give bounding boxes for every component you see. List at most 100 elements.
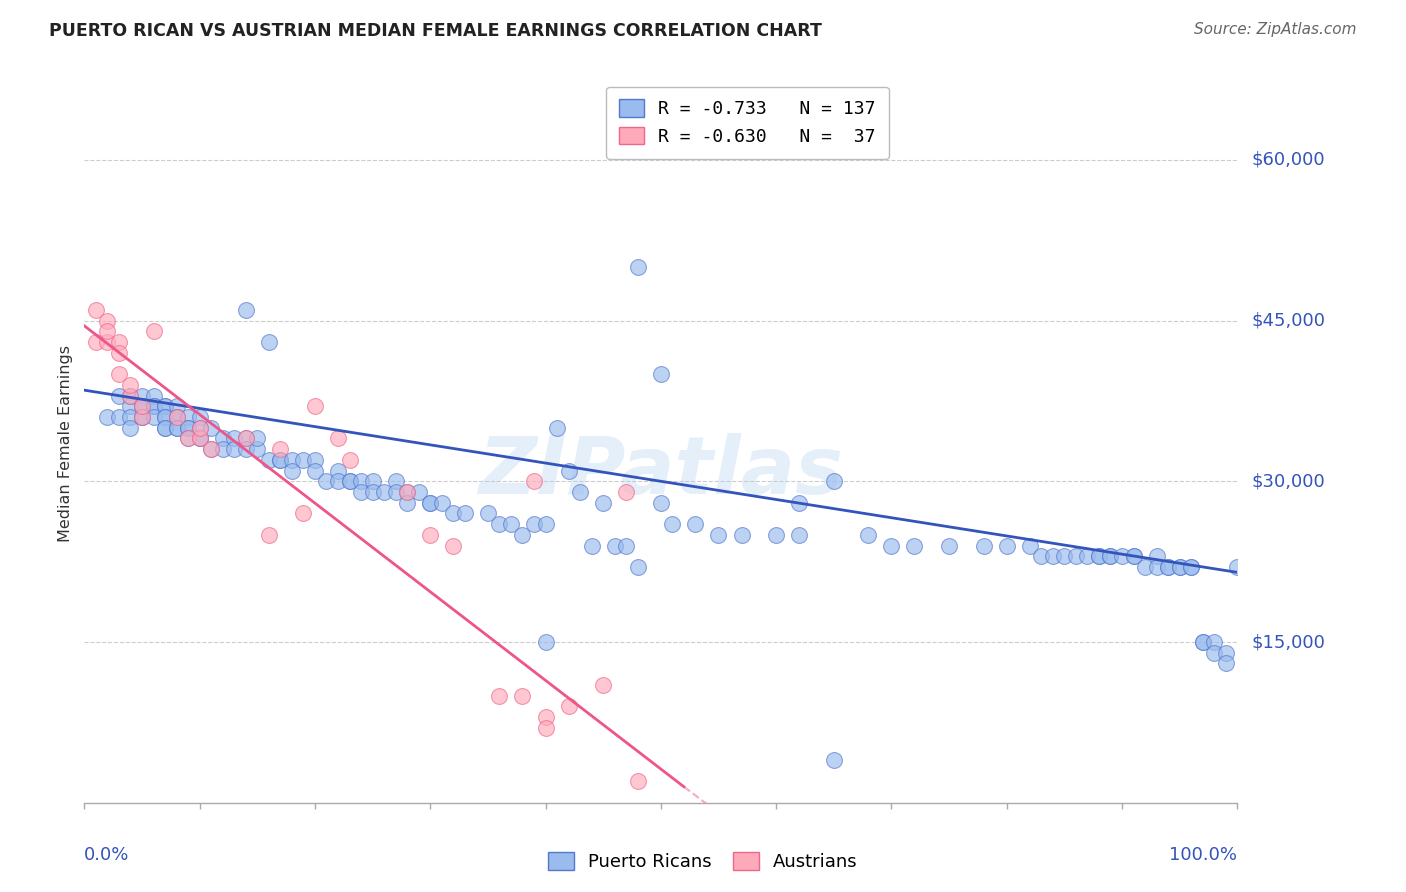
- Point: [1064, 549, 1087, 564]
- Point: [419, 496, 441, 510]
- Point: [1168, 560, 1191, 574]
- Point: [188, 431, 211, 445]
- Point: [120, 409, 142, 424]
- Point: [661, 517, 683, 532]
- Point: [1180, 560, 1202, 574]
- Point: [315, 475, 337, 489]
- Point: [557, 699, 579, 714]
- Point: [1204, 646, 1226, 660]
- Point: [419, 528, 441, 542]
- Point: [96, 313, 118, 327]
- Point: [1099, 549, 1122, 564]
- Point: [257, 528, 280, 542]
- Point: [650, 367, 672, 381]
- Point: [188, 409, 211, 424]
- Point: [373, 485, 395, 500]
- Point: [1053, 549, 1076, 564]
- Point: [995, 539, 1018, 553]
- Point: [142, 388, 165, 402]
- Point: [1111, 549, 1133, 564]
- Point: [211, 442, 233, 457]
- Point: [384, 475, 406, 489]
- Point: [84, 302, 107, 317]
- Point: [1191, 635, 1213, 649]
- Point: [973, 539, 995, 553]
- Point: [224, 431, 246, 445]
- Point: [1215, 646, 1237, 660]
- Point: [257, 334, 280, 349]
- Point: [1088, 549, 1111, 564]
- Point: [224, 442, 246, 457]
- Point: [858, 528, 880, 542]
- Point: [246, 431, 269, 445]
- Point: [177, 431, 200, 445]
- Point: [880, 539, 903, 553]
- Point: [592, 496, 614, 510]
- Point: [188, 431, 211, 445]
- Point: [166, 409, 188, 424]
- Point: [84, 334, 107, 349]
- Point: [1157, 560, 1180, 574]
- Point: [557, 464, 579, 478]
- Point: [153, 409, 176, 424]
- Point: [546, 420, 568, 434]
- Text: PUERTO RICAN VS AUSTRIAN MEDIAN FEMALE EARNINGS CORRELATION CHART: PUERTO RICAN VS AUSTRIAN MEDIAN FEMALE E…: [49, 22, 823, 40]
- Point: [339, 475, 361, 489]
- Point: [200, 420, 222, 434]
- Point: [120, 388, 142, 402]
- Point: [131, 399, 153, 413]
- Point: [707, 528, 730, 542]
- Point: [166, 399, 188, 413]
- Point: [96, 334, 118, 349]
- Point: [108, 409, 131, 424]
- Point: [177, 409, 200, 424]
- Text: 100.0%: 100.0%: [1170, 846, 1237, 863]
- Point: [96, 409, 118, 424]
- Point: [396, 485, 419, 500]
- Point: [1133, 560, 1156, 574]
- Point: [454, 507, 477, 521]
- Point: [339, 475, 361, 489]
- Point: [326, 464, 349, 478]
- Text: Source: ZipAtlas.com: Source: ZipAtlas.com: [1194, 22, 1357, 37]
- Point: [523, 517, 546, 532]
- Point: [408, 485, 430, 500]
- Point: [281, 464, 304, 478]
- Point: [1076, 549, 1098, 564]
- Point: [235, 302, 257, 317]
- Point: [1226, 560, 1249, 574]
- Point: [614, 539, 637, 553]
- Point: [488, 689, 510, 703]
- Point: [246, 442, 269, 457]
- Point: [1180, 560, 1202, 574]
- Point: [650, 496, 672, 510]
- Point: [326, 475, 349, 489]
- Point: [361, 475, 384, 489]
- Point: [235, 431, 257, 445]
- Point: [235, 442, 257, 457]
- Point: [120, 377, 142, 392]
- Point: [166, 409, 188, 424]
- Point: [396, 485, 419, 500]
- Point: [603, 539, 626, 553]
- Point: [534, 710, 557, 724]
- Point: [304, 399, 326, 413]
- Point: [1099, 549, 1122, 564]
- Point: [581, 539, 603, 553]
- Point: [131, 399, 153, 413]
- Point: [108, 367, 131, 381]
- Point: [1204, 635, 1226, 649]
- Point: [153, 420, 176, 434]
- Point: [350, 475, 373, 489]
- Point: [304, 453, 326, 467]
- Text: $45,000: $45,000: [1251, 311, 1326, 329]
- Point: [142, 409, 165, 424]
- Point: [1157, 560, 1180, 574]
- Point: [1088, 549, 1111, 564]
- Point: [153, 409, 176, 424]
- Point: [269, 442, 291, 457]
- Point: [765, 528, 787, 542]
- Point: [614, 485, 637, 500]
- Point: [534, 721, 557, 735]
- Point: [235, 431, 257, 445]
